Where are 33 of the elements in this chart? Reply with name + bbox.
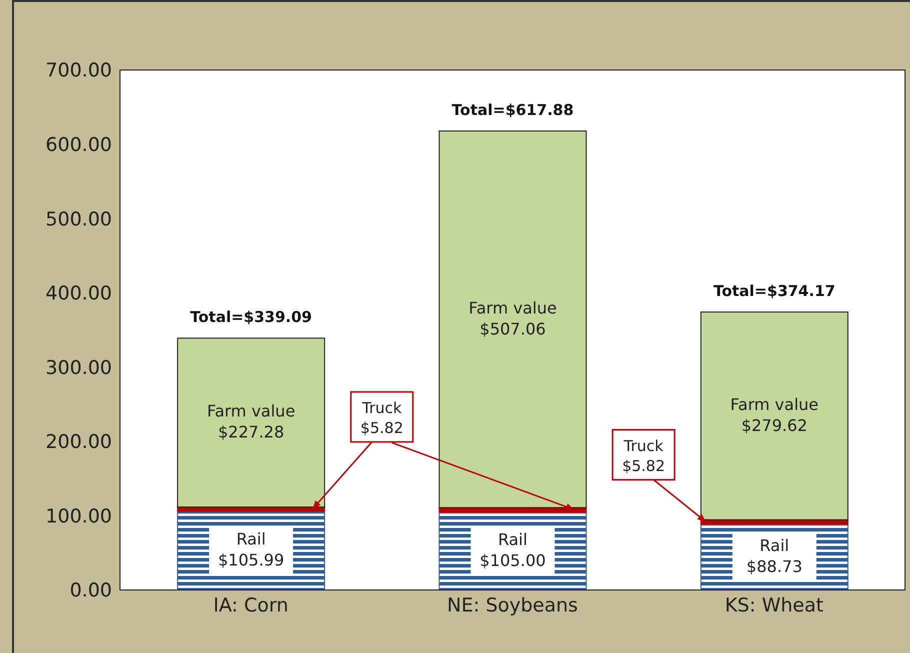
series-label: Rail <box>760 536 790 556</box>
y-tick-label: 100.00 <box>46 505 112 528</box>
y-tick-label: 400.00 <box>46 282 112 305</box>
y-tick-label: 0.00 <box>70 580 112 602</box>
bar <box>177 338 326 508</box>
bar <box>700 312 848 520</box>
y-tick-label: 700.00 <box>46 60 112 82</box>
data-label: $105.99 <box>218 550 284 570</box>
text: Truck <box>362 398 402 417</box>
y-tick-label: 500.00 <box>46 208 112 230</box>
x-tick-label: NE: Soybeans <box>447 594 578 616</box>
series-label: Farm value <box>206 402 296 421</box>
x-tick-label: IA: Corn <box>213 594 288 616</box>
total-label: Total=$617.88 <box>452 101 574 120</box>
text: Truck <box>622 436 664 455</box>
total-label: Total=$374.17 <box>713 282 836 300</box>
data-label: $105.00 <box>480 551 546 570</box>
data-label: $5.82 <box>360 418 404 437</box>
bar <box>438 130 587 508</box>
y-tick-label: 200.00 <box>46 431 112 454</box>
y-tick-label: 300.00 <box>46 356 112 379</box>
data-label: $507.06 <box>480 319 546 338</box>
x-tick-label: KS: Wheat <box>724 594 824 616</box>
data-label: $227.28 <box>218 422 284 442</box>
text: Rail <box>236 530 266 549</box>
text: Rail <box>498 530 528 549</box>
data-label: $5.82 <box>622 456 666 475</box>
text: Farm value <box>468 298 557 318</box>
text: Farm value <box>730 394 819 414</box>
data-label: $88.73 <box>746 557 802 576</box>
y-tick-label: 600.00 <box>46 134 112 156</box>
data-label: $279.62 <box>741 416 808 435</box>
total-label: Total=$339.09 <box>190 308 312 326</box>
